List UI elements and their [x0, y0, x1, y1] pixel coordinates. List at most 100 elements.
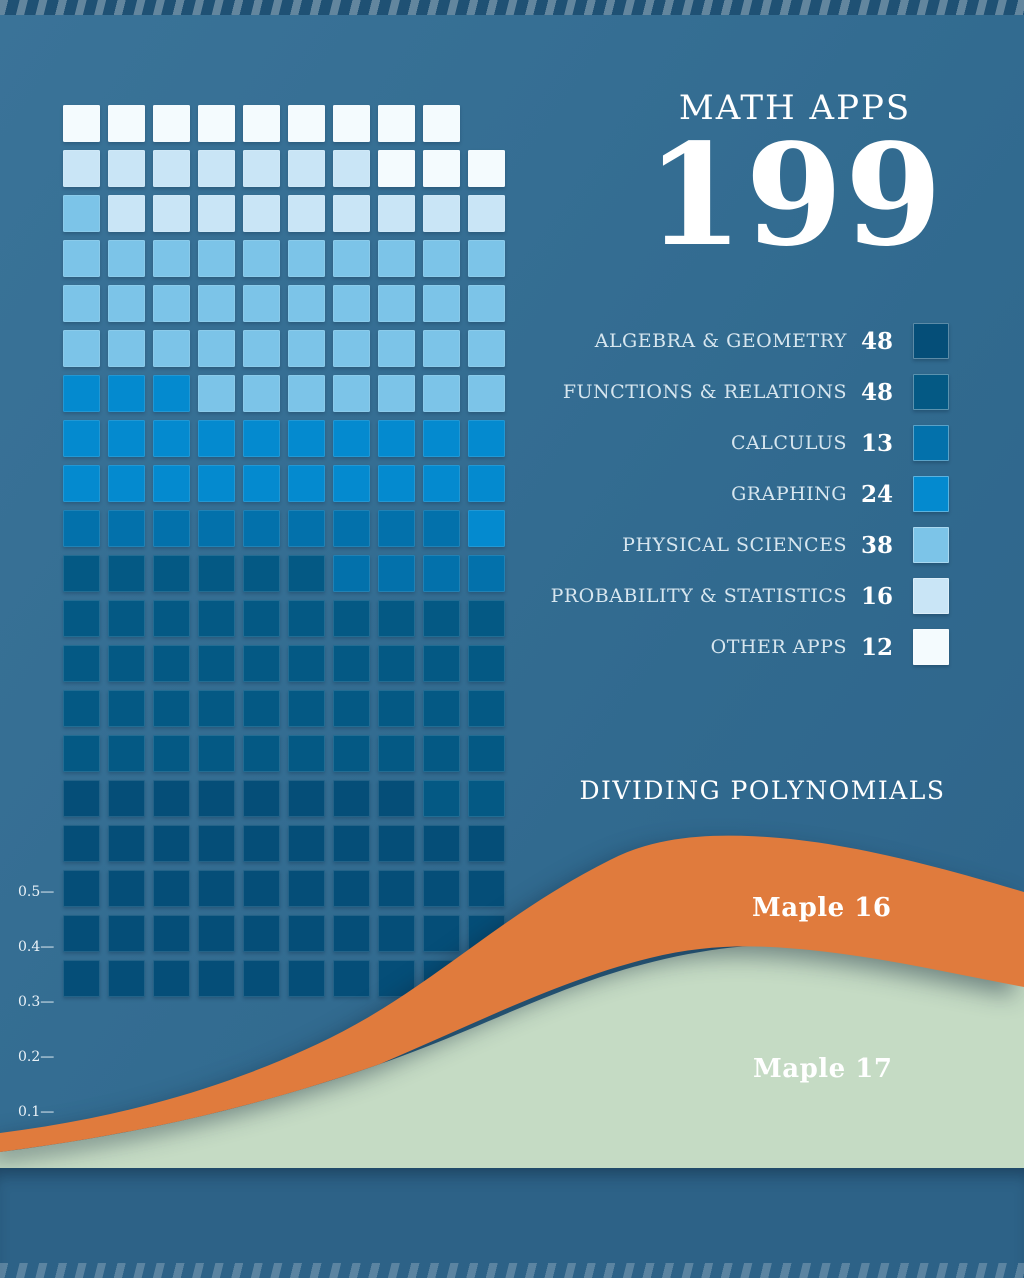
waffle-cell: [63, 600, 100, 637]
footer-band: [0, 1168, 1024, 1278]
y-axis-tick-label: 0.2—: [18, 1049, 55, 1065]
waffle-cell: [198, 375, 235, 412]
waffle-cell: [243, 330, 280, 367]
waffle-cell: [423, 600, 460, 637]
waffle-cell: [423, 735, 460, 772]
waffle-cell: [378, 960, 415, 997]
y-axis-tick-label: 0.1—: [18, 1104, 55, 1120]
waffle-cell: [108, 870, 145, 907]
waffle-cell: [333, 600, 370, 637]
waffle-cell: [378, 870, 415, 907]
waffle-cell: [423, 195, 460, 232]
legend-row: GRAPHING 24: [551, 476, 949, 512]
legend-label: PROBABILITY & STATISTICS: [550, 585, 847, 607]
waffle-cell: [153, 825, 190, 862]
waffle-cell: [108, 825, 145, 862]
waffle-cell: [108, 375, 145, 412]
waffle-cell: [153, 240, 190, 277]
waffle-cell: [243, 645, 280, 682]
waffle-cell: [63, 780, 100, 817]
waffle-cell: [198, 195, 235, 232]
waffle-cell: [108, 285, 145, 322]
area-chart: [0, 835, 1024, 1180]
waffle-cell: [468, 555, 505, 592]
waffle-cell: [198, 960, 235, 997]
waffle-cell: [198, 420, 235, 457]
waffle-cell: [378, 645, 415, 682]
waffle-cell: [63, 240, 100, 277]
legend-label: ALGEBRA & GEOMETRY: [594, 330, 847, 352]
waffle-cell: [288, 825, 325, 862]
waffle-cell: [378, 105, 415, 142]
waffle-cell: [288, 465, 325, 502]
waffle-cell: [63, 150, 100, 187]
waffle-cell: [333, 195, 370, 232]
bottom-ribbon-stripes: [0, 1263, 1024, 1278]
waffle-cell: [108, 555, 145, 592]
waffle-cell: [108, 645, 145, 682]
waffle-cell: [468, 870, 505, 907]
waffle-cell: [423, 420, 460, 457]
waffle-cell: [63, 870, 100, 907]
waffle-cell: [333, 105, 370, 142]
waffle-cell: [423, 915, 460, 952]
waffle-cell: [108, 735, 145, 772]
waffle-cell: [243, 105, 280, 142]
waffle-cell: [423, 375, 460, 412]
waffle-cell: [198, 600, 235, 637]
page-title: MATH APPS: [678, 88, 912, 128]
waffle-cell: [333, 330, 370, 367]
waffle-cell: [288, 330, 325, 367]
waffle-cell: [108, 195, 145, 232]
total-block: MATH APPS 199: [640, 88, 950, 266]
legend-row: PROBABILITY & STATISTICS 16: [551, 578, 949, 614]
waffle-cell: [333, 375, 370, 412]
waffle-cell: [198, 555, 235, 592]
waffle-cell: [243, 780, 280, 817]
waffle-cell: [243, 285, 280, 322]
waffle-cell: [333, 240, 370, 277]
waffle-cell: [153, 780, 190, 817]
waffle-cell: [63, 960, 100, 997]
waffle-cell: [333, 690, 370, 727]
waffle-cell: [198, 510, 235, 547]
waffle-cell: [243, 735, 280, 772]
series-label-maple-17: Maple 17: [753, 1054, 893, 1084]
waffle-cell: [63, 555, 100, 592]
waffle-cell: [423, 240, 460, 277]
legend-row: ALGEBRA & GEOMETRY 48: [551, 323, 949, 359]
waffle-cell: [333, 645, 370, 682]
waffle-cell: [333, 825, 370, 862]
legend-label: GRAPHING: [731, 483, 847, 505]
waffle-cell: [288, 150, 325, 187]
legend-row: CALCULUS 13: [551, 425, 949, 461]
waffle-cell: [423, 105, 460, 142]
waffle-cell: [243, 150, 280, 187]
waffle-cell: [243, 195, 280, 232]
waffle-cell: [153, 465, 190, 502]
legend-swatch: [913, 374, 949, 410]
waffle-cell: [63, 690, 100, 727]
waffle-cell: [243, 915, 280, 952]
waffle-cell: [108, 150, 145, 187]
waffle-cell: [243, 375, 280, 412]
waffle-cell: [153, 150, 190, 187]
waffle-cell: [288, 690, 325, 727]
waffle-cell: [468, 780, 505, 817]
waffle-cell: [153, 510, 190, 547]
legend-swatch: [913, 425, 949, 461]
waffle-cell: [288, 285, 325, 322]
waffle-cell: [63, 735, 100, 772]
waffle-cell: [378, 375, 415, 412]
waffle-cell: [378, 780, 415, 817]
legend-swatch: [913, 629, 949, 665]
waffle-cell: [153, 870, 190, 907]
waffle-cell: [108, 960, 145, 997]
waffle-cell: [468, 240, 505, 277]
waffle-cell: [153, 960, 190, 997]
waffle-chart: [63, 105, 505, 997]
waffle-cell: [153, 915, 190, 952]
legend-swatch: [913, 527, 949, 563]
waffle-cell: [153, 600, 190, 637]
legend-label: OTHER APPS: [710, 636, 847, 658]
